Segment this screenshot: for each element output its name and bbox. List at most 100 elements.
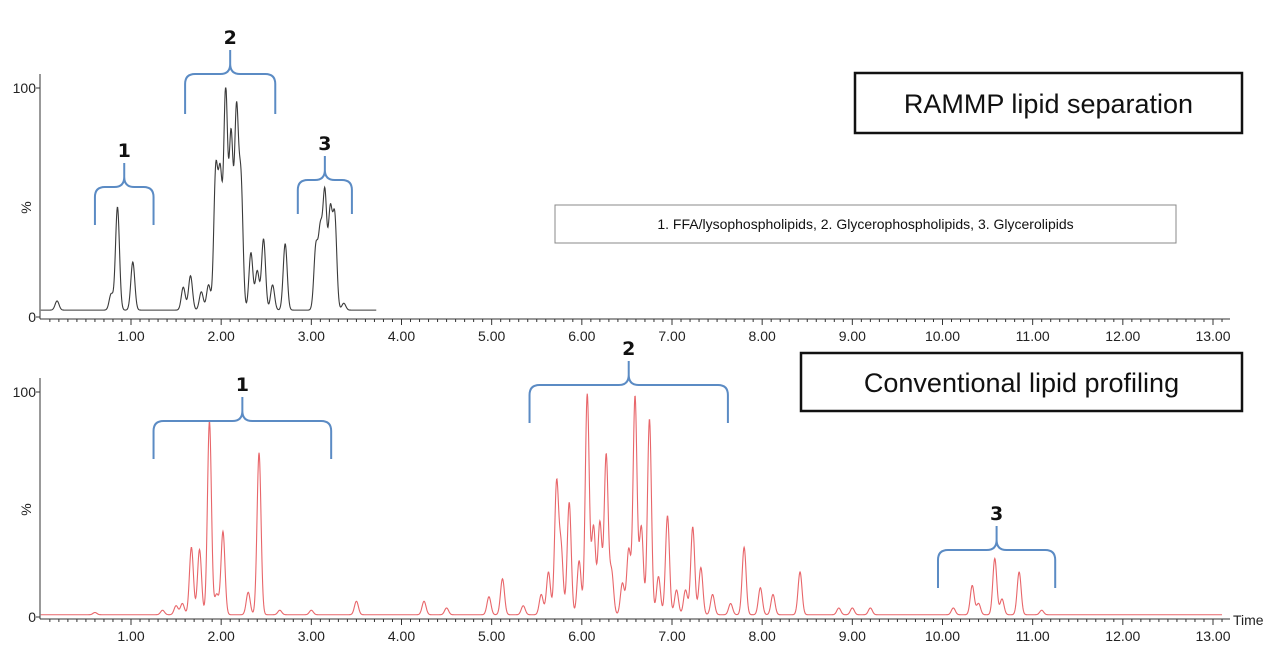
peak-point	[993, 557, 996, 560]
x-tick-label: 13.00	[1195, 328, 1230, 344]
x-tick-label: 12.00	[1105, 628, 1140, 644]
peak-point	[221, 530, 224, 533]
legend-note-text: 1. FFA/lysophospholipids, 2. Glycerophos…	[657, 216, 1073, 232]
x-tick-label: 7.00	[658, 628, 685, 644]
peak-point	[598, 521, 601, 524]
peak-point	[240, 183, 243, 186]
peak-point	[691, 526, 694, 529]
x-tick-label: 1.00	[117, 628, 144, 644]
peak-point	[952, 607, 955, 610]
peak-point	[648, 418, 651, 421]
peak-point	[627, 548, 630, 551]
peak-point	[249, 251, 252, 254]
peak-point	[355, 600, 358, 603]
peak-point	[759, 586, 762, 589]
group-label-1: 1	[118, 140, 131, 162]
peak-point	[445, 607, 448, 610]
peak-point	[869, 607, 872, 610]
peak-point	[578, 559, 581, 562]
peak-point	[771, 593, 774, 596]
peak-point	[110, 293, 113, 296]
panel-rammp: 1.00 2.00 3.00 4.00 5.00 6.00 7.00 8.00 9.00 10.0…	[13, 27, 1244, 344]
peak-point	[743, 546, 746, 549]
group-label-2: 2	[622, 338, 635, 360]
panel-conventional: 1.00 2.00 3.00 4.00 5.00 6.00 7.00 8.00 9.00 10.0…	[13, 338, 1264, 644]
x-tick-label: 1.00	[117, 328, 144, 344]
group-bracket-1	[152, 397, 333, 459]
x-tick-label: 11.00	[1016, 328, 1050, 344]
peak-point	[501, 577, 504, 580]
peak-point	[224, 91, 227, 94]
y-tick-label: 100	[13, 384, 37, 400]
peak-point	[116, 206, 119, 209]
x-tick-label: 4.00	[388, 328, 415, 344]
group-bracket-2	[528, 361, 729, 423]
peak-point	[487, 595, 490, 598]
y-tick-label: 0	[28, 609, 36, 625]
peak-point	[207, 283, 210, 286]
peak-point	[711, 593, 714, 596]
peak-point	[323, 194, 326, 197]
peak-point	[851, 607, 854, 610]
peak-point	[182, 286, 185, 289]
x-tick-label: 13.00	[1195, 628, 1230, 644]
peak-point	[314, 247, 317, 250]
x-tick-label: 9.00	[839, 628, 866, 644]
peak-point	[621, 582, 624, 585]
x-tick-label: 12.00	[1105, 328, 1140, 344]
x-tick-label: 10.00	[925, 628, 960, 644]
peak-point	[1001, 598, 1004, 601]
peak-point	[271, 283, 274, 286]
peak-point	[592, 526, 595, 529]
peak-point	[971, 584, 974, 587]
title-box-rammp: RAMMP lipid separation	[853, 71, 1244, 135]
peak-point	[634, 395, 637, 398]
peak-point	[837, 607, 840, 610]
peak-point	[699, 566, 702, 569]
peak-point	[215, 593, 218, 596]
y-tick-label: 100	[13, 80, 37, 96]
x-tick-label: 9.00	[839, 328, 866, 344]
legend-note: 1. FFA/lysophospholipids, 2. Glycerophos…	[554, 204, 1177, 244]
peak-point	[1040, 609, 1043, 612]
group-bracket-3	[296, 156, 353, 214]
peak-point	[93, 611, 96, 614]
peak-point	[310, 609, 313, 612]
peak-point	[342, 302, 345, 305]
peak-point	[219, 178, 222, 181]
peak-point	[214, 171, 217, 174]
peak-point	[684, 589, 687, 592]
chart-title-rammp: RAMMP lipid separation	[904, 89, 1193, 119]
x-axis-label-time: Time	[1233, 612, 1264, 628]
y-axis-label: %	[18, 503, 34, 515]
group-bracket-2	[184, 50, 277, 114]
peak-point	[423, 600, 426, 603]
peak-point	[1018, 571, 1021, 574]
peak-point	[640, 526, 643, 529]
peak-point	[262, 238, 265, 241]
peak-point	[131, 261, 134, 264]
group-label-3: 3	[990, 503, 1003, 525]
y-axis-label: %	[18, 201, 34, 213]
group-label-1: 1	[236, 374, 249, 396]
peak-point	[522, 604, 525, 607]
peak-point	[235, 114, 238, 117]
peak-point	[175, 604, 178, 607]
peak-point	[568, 501, 571, 504]
peak-point	[258, 451, 261, 454]
peak-point	[256, 270, 259, 273]
x-tick-label: 2.00	[208, 628, 235, 644]
peak-point	[230, 137, 233, 140]
peak-point	[181, 602, 184, 605]
peak-point	[586, 393, 589, 396]
peak-point	[977, 602, 980, 605]
peak-point	[560, 548, 563, 551]
group-bracket-3	[936, 526, 1057, 588]
peak-point	[198, 548, 201, 551]
peak-point	[161, 609, 164, 612]
peak-point	[190, 546, 193, 549]
peak-point	[189, 274, 192, 277]
peak-point	[247, 591, 250, 594]
x-tick-label: 8.00	[749, 328, 776, 344]
x-tick-label: 2.00	[208, 328, 235, 344]
